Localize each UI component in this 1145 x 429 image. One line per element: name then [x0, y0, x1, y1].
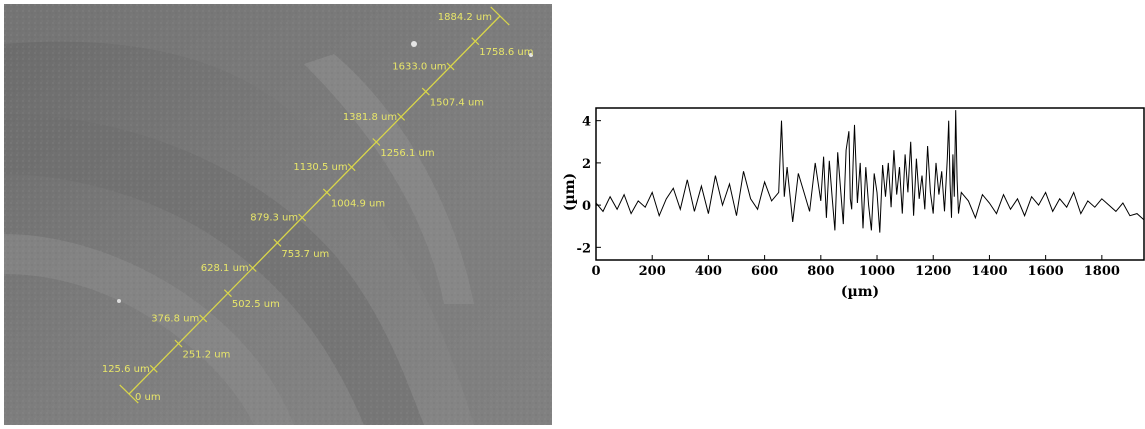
scale-label: 251.2 um	[182, 350, 230, 361]
scale-tick	[347, 163, 356, 172]
x-axis-title: (µm)	[841, 284, 879, 300]
scale-label: 1130.5 um	[293, 162, 347, 173]
scale-label: 0 um	[135, 392, 161, 403]
scale-label: 753.7 um	[281, 249, 329, 260]
y-tick-label: 4	[582, 115, 591, 130]
scale-label: 628.1 um	[201, 263, 249, 274]
scale-label: 1884.2 um	[438, 12, 492, 23]
scale-label: 502.5 um	[232, 299, 280, 310]
scale-label: 125.6 um	[102, 364, 150, 375]
x-tick-label: 1800	[1084, 264, 1120, 279]
scale-tick	[298, 213, 307, 222]
scale-tick	[199, 314, 208, 323]
scale-tick	[174, 339, 183, 348]
scale-label: 376.8 um	[151, 313, 199, 324]
scale-label: 879.3 um	[250, 213, 298, 224]
scale-tick	[397, 112, 406, 121]
scale-tick	[322, 188, 331, 197]
scale-tick	[273, 238, 282, 247]
scale-label: 1633.0 um	[392, 61, 446, 72]
profile-series-line	[595, 110, 1145, 233]
scale-label: 1004.9 um	[331, 198, 385, 209]
x-tick-label: 800	[807, 264, 834, 279]
scale-tick	[421, 87, 430, 96]
scale-tick	[471, 37, 480, 46]
sem-image: 0 um 125.6 um 251.2 um 376.8 um 502.5 um 628.…	[4, 4, 552, 425]
plot-frame	[595, 107, 1145, 261]
x-tick-label: 1600	[1028, 264, 1064, 279]
measurement-scale: 0 um 125.6 um 251.2 um 376.8 um 502.5 um 628.…	[102, 6, 534, 404]
scale-tick	[223, 289, 232, 298]
x-tick-label: 200	[639, 264, 666, 279]
x-tick-label: 1400	[971, 264, 1007, 279]
x-tick-label: 600	[751, 264, 778, 279]
x-tick-label: 1200	[915, 264, 951, 279]
y-tick-label: 0	[582, 199, 591, 214]
scale-line	[128, 15, 501, 395]
scale-label: 1758.6 um	[479, 47, 533, 58]
x-tick-label: 400	[695, 264, 722, 279]
x-tick-label: 0	[591, 264, 600, 279]
scale-tick	[446, 62, 455, 71]
particle	[411, 41, 417, 47]
scale-tick	[119, 384, 139, 404]
y-axis-title: (µm)	[562, 173, 578, 211]
particle	[117, 299, 121, 303]
scale-label: 1256.1 um	[380, 148, 434, 159]
x-tick-label: 1000	[859, 264, 895, 279]
scale-tick	[248, 264, 257, 272]
scale-tick	[490, 6, 510, 26]
scale-label: 1507.4 um	[430, 98, 484, 109]
surface-profile-chart: 0 200 400 600 800 1000 1200 1400 1600 1800 -2 0 2 4 (…	[560, 100, 1145, 305]
sem-micrograph: 0 um 125.6 um 251.2 um 376.8 um 502.5 um 628.…	[4, 4, 552, 425]
sem-texture	[4, 4, 552, 425]
particle	[529, 53, 533, 57]
y-tick-label: 2	[582, 157, 591, 172]
scale-tick	[372, 138, 381, 146]
y-tick-label: -2	[577, 241, 591, 256]
scale-label: 1381.8 um	[343, 112, 397, 123]
scale-tick	[149, 364, 158, 373]
